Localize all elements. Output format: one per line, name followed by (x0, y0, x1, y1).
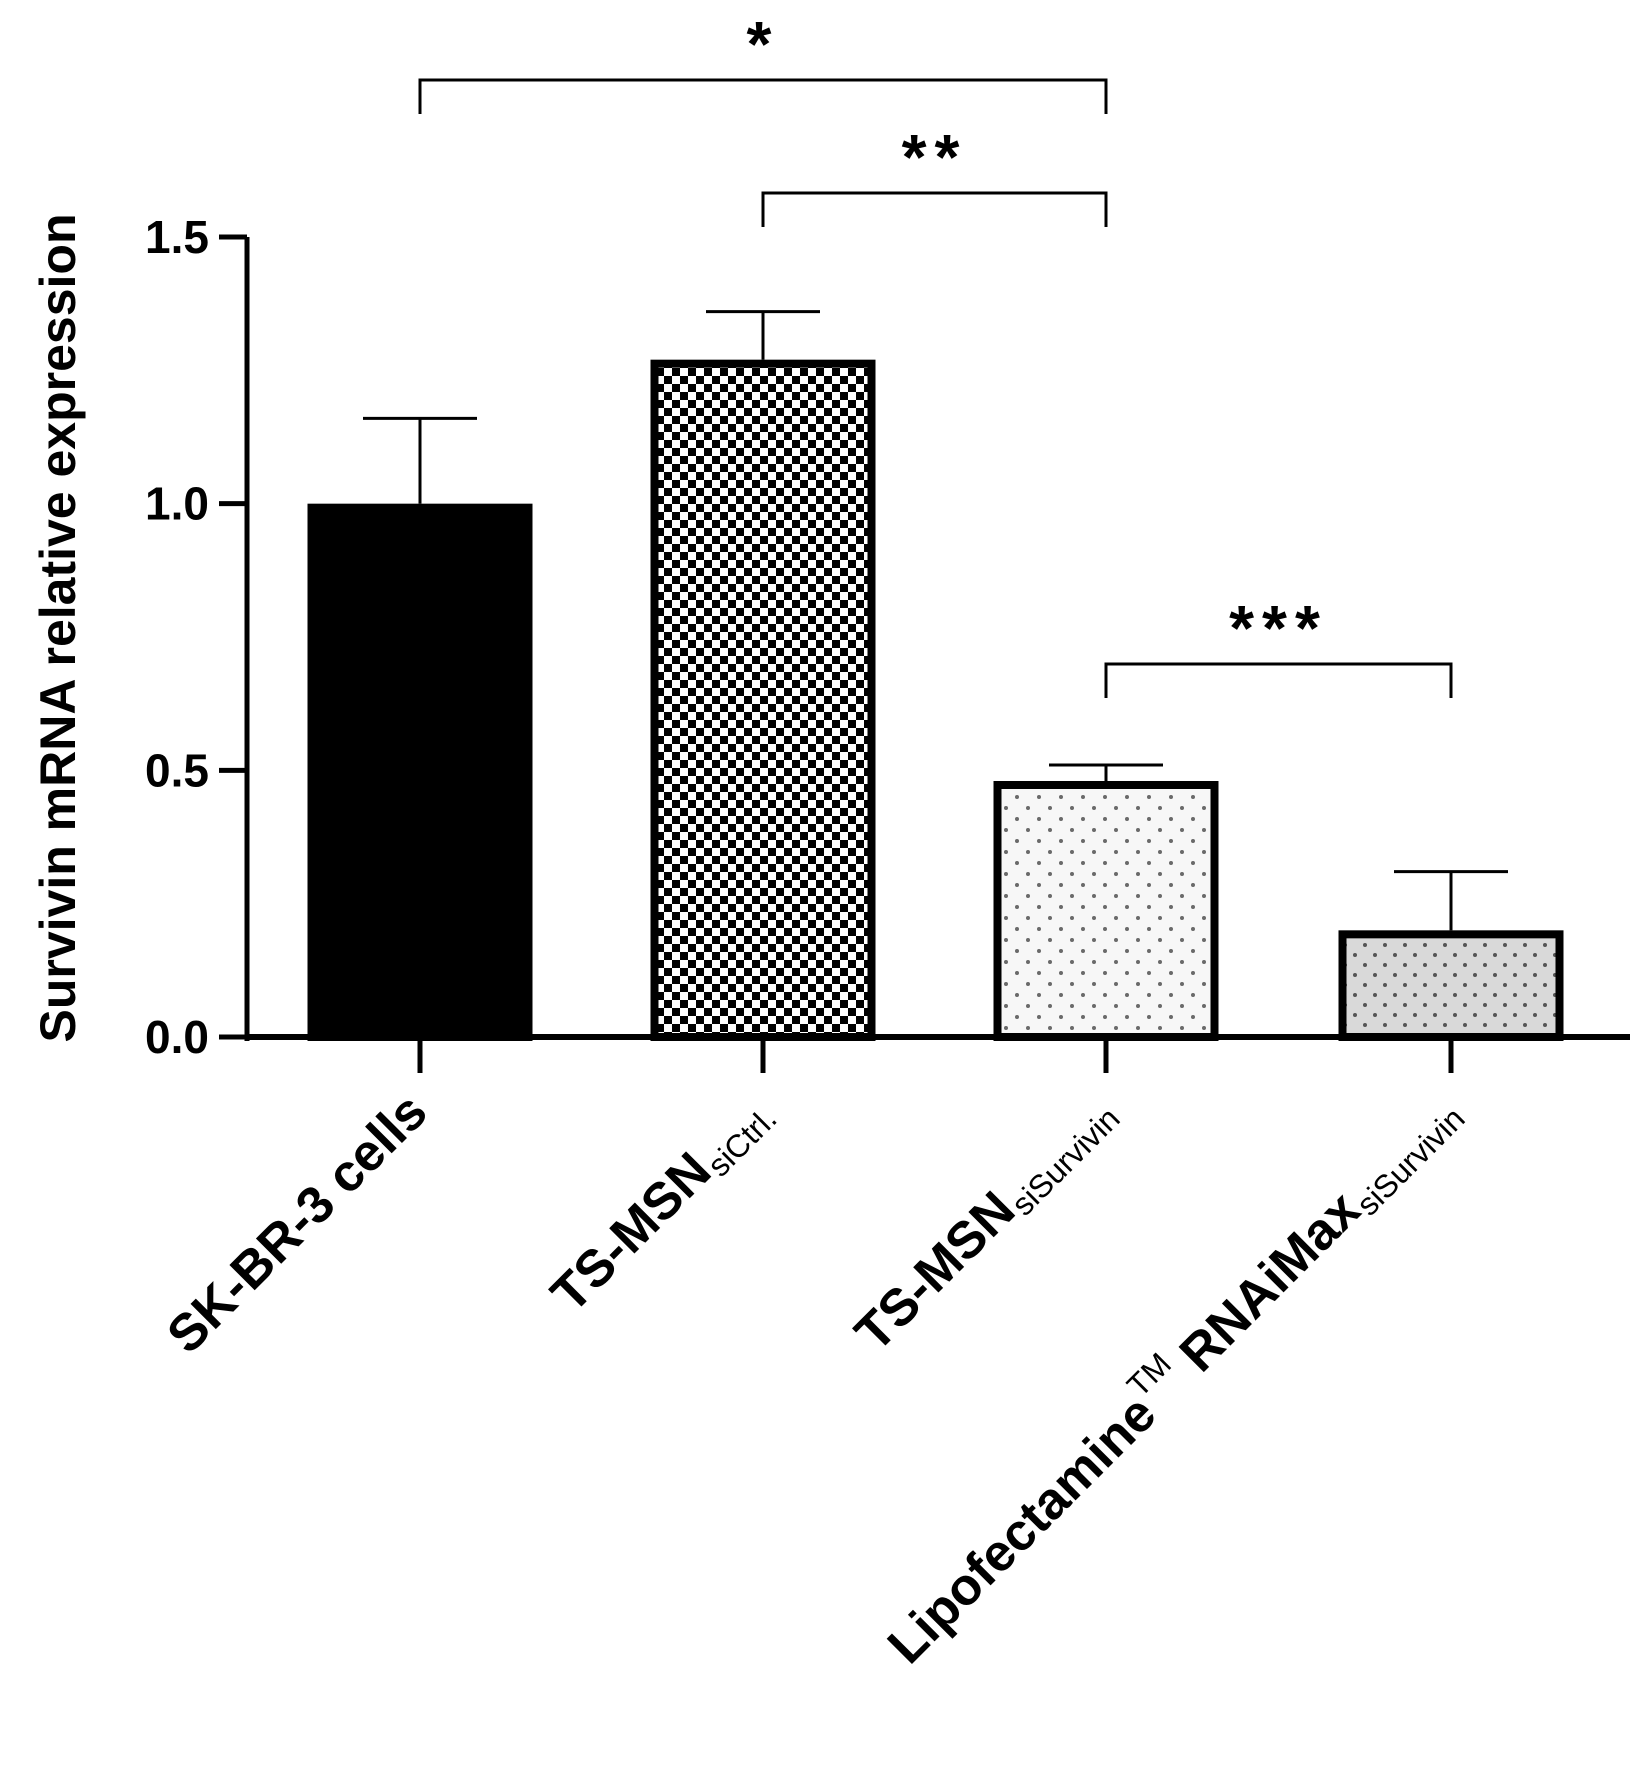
x-tick-label-4: LipofectamineTMRNAiMaxsiSurvivin (871, 1076, 1472, 1677)
y-tick-label: 1.5 (145, 211, 209, 263)
significance-bracket-3 (1104, 662, 1453, 698)
significance-brackets: ****** (418, 8, 1453, 698)
bar-4 (1338, 930, 1564, 1041)
error-bars (363, 310, 1508, 931)
category-subscript: siCtrl. (700, 1100, 783, 1183)
x-tick-label-text: TS-MSNsiSurvivin (844, 1082, 1126, 1364)
bar-1 (307, 503, 533, 1041)
x-tick-label-text: SK-BR-3 cells (156, 1082, 438, 1364)
category-main: TS-MSN (540, 1142, 722, 1324)
y-axis: 0.0 0.5 1.0 1.5 (145, 211, 250, 1063)
category-subscript: siSurvivin (1349, 1100, 1471, 1222)
bar-2 (650, 359, 876, 1041)
significance-label-2: ** (902, 121, 968, 193)
x-axis (247, 1034, 1630, 1073)
category-main-2: RNAiMax (1169, 1181, 1371, 1383)
significance-bracket-1 (418, 78, 1108, 114)
y-tick-label: 0.5 (145, 744, 209, 796)
y-axis-label: Survivin mRNA relative expression (30, 213, 86, 1042)
significance-label-3: *** (1229, 592, 1328, 664)
x-tick-labels: SK-BR-3 cells TS-MSNsiCtrl.TS-MSNsiSurviv… (156, 1076, 1472, 1677)
x-tick-label-text: LipofectamineTMRNAiMaxsiSurvivin (871, 1076, 1472, 1677)
category-main: Lipofectamine (877, 1385, 1167, 1675)
bars (307, 359, 1564, 1041)
category-main: SK-BR-3 cells (156, 1082, 438, 1364)
y-tick-label: 0.0 (145, 1011, 209, 1063)
category-main: TS-MSN (844, 1181, 1026, 1363)
x-tick-label-text: TS-MSNsiCtrl. (540, 1082, 783, 1325)
bar-3 (993, 781, 1219, 1041)
category-subscript: siSurvivin (1004, 1100, 1126, 1222)
x-tick-label-3: TS-MSNsiSurvivin (844, 1082, 1126, 1364)
x-tick-label-2: TS-MSNsiCtrl. (540, 1082, 783, 1325)
y-tick-label: 1.0 (145, 478, 209, 530)
significance-bracket-2 (761, 191, 1108, 227)
significance-label-1: * (747, 8, 780, 80)
x-tick-label-1: SK-BR-3 cells (156, 1082, 438, 1364)
